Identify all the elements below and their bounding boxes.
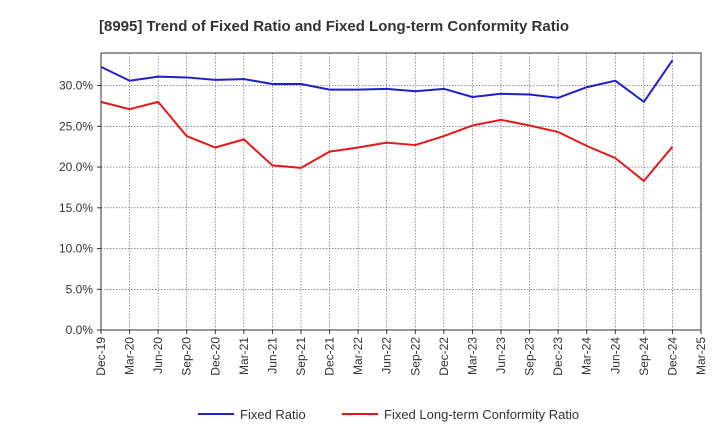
x-tick-label: Jun-23: [494, 337, 508, 374]
x-tick-label: Sep-20: [180, 337, 194, 376]
x-tick-label: Dec-24: [665, 337, 679, 376]
x-tick-label: Dec-20: [208, 337, 222, 376]
series-line-1: [100, 59, 674, 103]
x-tick-label: Mar-22: [351, 337, 365, 375]
x-tick-label: Mar-20: [123, 337, 137, 375]
y-tick-label: 30.0%: [59, 79, 93, 93]
series-line-2: [100, 100, 674, 182]
grid: [100, 53, 702, 331]
legend: Fixed Ratio Fixed Long-term Conformity Ra…: [198, 407, 579, 422]
y-axis: 0.0% 5.0% 10.0% 15.0% 20.0% 25.0% 30.0%: [59, 79, 101, 337]
chart-title: [8995] Trend of Fixed Ratio and Fixed Lo…: [99, 18, 569, 35]
y-tick-label: 5.0%: [66, 282, 94, 296]
x-tick-label: Mar-25: [694, 337, 708, 375]
series-layer: [100, 59, 674, 182]
y-tick-label: 0.0%: [66, 323, 94, 337]
plot-frame: [100, 52, 702, 331]
x-tick-label: Sep-21: [294, 337, 308, 376]
x-tick-label: Mar-23: [465, 337, 479, 375]
x-tick-label: Jun-24: [608, 337, 622, 374]
x-tick-label: Jun-22: [380, 337, 394, 374]
x-tick-label: Sep-22: [408, 337, 422, 376]
y-tick-label: 15.0%: [59, 201, 93, 215]
x-tick-label: Dec-21: [323, 337, 337, 376]
x-tick-label: Jun-20: [151, 337, 165, 374]
x-tick-label: Mar-24: [580, 337, 594, 375]
legend-label-2: Fixed Long-term Conformity Ratio: [384, 407, 579, 422]
legend-label-1: Fixed Ratio: [240, 407, 306, 422]
x-axis: Dec-19 Mar-20 Jun-20 Sep-20 Dec-20 Mar-21 Jun-…: [94, 330, 708, 376]
y-tick-label: 25.0%: [59, 119, 93, 133]
y-tick-label: 20.0%: [59, 160, 93, 174]
x-tick-label: Sep-24: [637, 337, 651, 376]
x-tick-label: Sep-23: [523, 337, 537, 376]
x-tick-label: Dec-22: [437, 337, 451, 376]
y-tick-label: 10.0%: [59, 242, 93, 256]
x-tick-label: Dec-19: [94, 337, 108, 376]
x-tick-label: Dec-23: [551, 337, 565, 376]
x-tick-label: Jun-21: [265, 337, 279, 374]
x-tick-label: Mar-21: [237, 337, 251, 375]
